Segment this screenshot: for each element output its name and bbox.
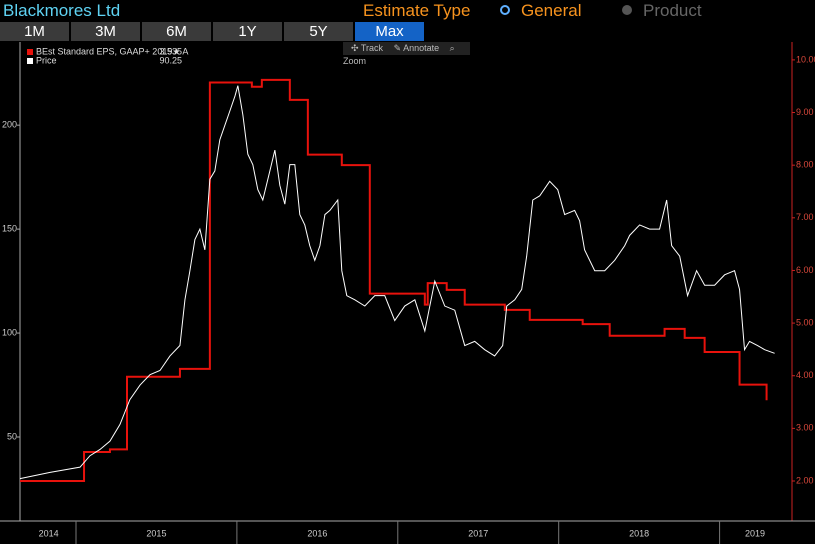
title-bar: Blackmores Ltd Estimate Type General Pro… xyxy=(0,0,815,22)
y-tick-label: 150 xyxy=(2,223,17,233)
security-name: Blackmores Ltd xyxy=(3,1,121,20)
x-tick-label: 2019 xyxy=(745,528,765,538)
y2-tick-label: 3.00 xyxy=(796,423,814,433)
range-button[interactable]: 5Y xyxy=(284,22,353,41)
y-tick-label: 50 xyxy=(7,431,17,441)
range-button[interactable]: 1Y xyxy=(213,22,282,41)
tool-annotate[interactable]: ✎ Annotate xyxy=(393,43,440,53)
y2-tick-label: 5.00 xyxy=(796,317,814,327)
legend-label: BEst Standard EPS, GAAP+ 2019★ A xyxy=(36,46,188,56)
y2-tick-label: 10.00 xyxy=(796,54,815,64)
range-button[interactable]: 6M xyxy=(142,22,211,41)
range-buttons: 1M 3M 6M 1Y 5Y Max xyxy=(0,22,426,41)
series-line xyxy=(20,78,768,482)
tool-label: Annotate xyxy=(403,43,440,53)
legend-value: 3.535 xyxy=(159,46,182,56)
x-tick-label: 2017 xyxy=(468,528,488,538)
tool-label: Zoom xyxy=(343,56,367,66)
y2-tick-label: 4.00 xyxy=(796,370,814,380)
range-button[interactable]: Max xyxy=(355,22,424,41)
x-tick-label: 2016 xyxy=(307,528,327,538)
tool-label: Track xyxy=(360,43,384,53)
x-tick-label: 2018 xyxy=(629,528,649,538)
legend-swatch xyxy=(27,49,33,55)
y2-tick-label: 8.00 xyxy=(796,160,814,170)
y2-tick-label: 2.00 xyxy=(796,475,814,485)
y-tick-label: 200 xyxy=(2,120,17,130)
range-button[interactable]: 1M xyxy=(0,22,69,41)
range-button[interactable]: 3M xyxy=(71,22,140,41)
chart-toolbar: ✣ Track ✎ Annotate ⌕ Zoom xyxy=(343,42,470,66)
legend-label: Price xyxy=(36,55,57,65)
estimate-label: Estimate Type xyxy=(363,1,471,20)
radio-selected[interactable] xyxy=(500,5,510,15)
radio[interactable] xyxy=(622,5,632,15)
tool-zoom[interactable]: ⌕ Zoom xyxy=(343,43,455,66)
x-tick-label: 2015 xyxy=(146,528,166,538)
y2-tick-label: 6.00 xyxy=(796,265,814,275)
series-line xyxy=(19,85,775,480)
y2-tick-label: 9.00 xyxy=(796,107,814,117)
legend-swatch xyxy=(27,58,33,64)
option-product[interactable]: Product xyxy=(643,1,702,20)
option-general[interactable]: General xyxy=(521,1,582,20)
y2-tick-label: 7.00 xyxy=(796,212,814,222)
x-tick-label: 2014 xyxy=(39,528,59,538)
tool-track[interactable]: ✣ Track xyxy=(351,43,384,53)
legend-value: 90.25 xyxy=(159,55,182,65)
y-tick-label: 100 xyxy=(2,327,17,337)
